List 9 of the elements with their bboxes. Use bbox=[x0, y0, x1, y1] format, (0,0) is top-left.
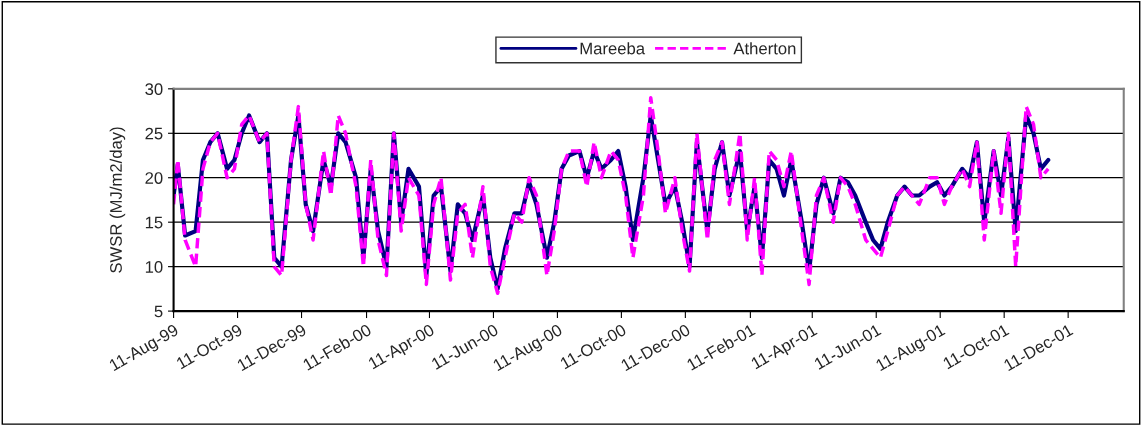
y-tick-label: 5 bbox=[154, 305, 163, 318]
y-tick-label: 20 bbox=[145, 172, 163, 184]
y-tick-label: 15 bbox=[145, 216, 163, 229]
legend-label: Atherton bbox=[733, 42, 796, 55]
legend-label: Mareeba bbox=[580, 42, 646, 55]
y-tick-label: 30 bbox=[145, 83, 163, 96]
y-tick-label: 10 bbox=[145, 261, 163, 273]
y-tick-label: 25 bbox=[145, 127, 163, 140]
y-axis-title: SWSR (MJ/m2/day) bbox=[109, 127, 126, 273]
